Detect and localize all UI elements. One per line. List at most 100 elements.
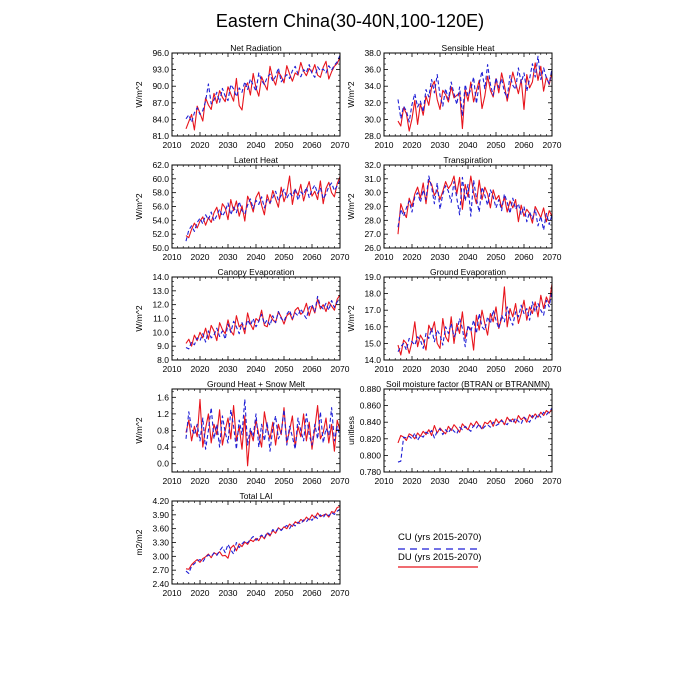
x-tick-label: 2020 <box>191 364 210 374</box>
series-line-du <box>397 408 552 444</box>
y-tick-label: 14.0 <box>364 355 381 365</box>
x-tick-label: 2070 <box>331 588 350 598</box>
y-tick-label: 54.0 <box>152 215 169 225</box>
x-tick-label: 2070 <box>331 364 350 374</box>
x-tick-label: 2050 <box>487 476 506 486</box>
series-line-du <box>397 175 552 235</box>
x-tick-label: 2040 <box>459 364 478 374</box>
y-tick-label: 16.0 <box>364 322 381 332</box>
chart-panel-0: 2010 2020 2030 2040 2050 2060 2070 81.0 84.0 87.0… <box>134 43 350 150</box>
y-axis-label: W/m^2 <box>346 81 356 107</box>
legend: CU (yrs 2015-2070) DU (yrs 2015-2070) <box>398 532 481 568</box>
y-tick-label: 30.0 <box>364 188 381 198</box>
x-tick-label: 2030 <box>219 588 238 598</box>
y-axis-label: m2/m2 <box>134 529 144 555</box>
y-tick-label: 3.90 <box>152 510 169 520</box>
x-tick-label: 2040 <box>247 252 266 262</box>
series-line-cu <box>185 398 340 452</box>
x-tick-label: 2030 <box>431 140 450 150</box>
y-tick-label: 93.0 <box>152 65 169 75</box>
x-tick-label: 2060 <box>303 476 322 486</box>
y-tick-label: 29.0 <box>364 202 381 212</box>
series-line-du <box>185 57 340 131</box>
legend-label-du: DU (yrs 2015-2070) <box>398 552 481 563</box>
x-tick-label: 2020 <box>191 476 210 486</box>
y-tick-label: 9.0 <box>157 341 169 351</box>
y-tick-label: 3.60 <box>152 524 169 534</box>
x-tick-label: 2010 <box>375 252 394 262</box>
y-tick-label: 14.0 <box>152 272 169 282</box>
x-tick-label: 2070 <box>543 476 562 486</box>
y-tick-label: 17.0 <box>364 305 381 315</box>
x-tick-label: 2020 <box>403 252 422 262</box>
x-tick-label: 2010 <box>375 364 394 374</box>
x-tick-label: 2020 <box>191 252 210 262</box>
y-tick-label: 87.0 <box>152 98 169 108</box>
x-tick-label: 2050 <box>275 476 294 486</box>
x-tick-label: 2050 <box>275 364 294 374</box>
y-tick-label: 32.0 <box>364 98 381 108</box>
y-tick-label: 3.00 <box>152 551 169 561</box>
x-tick-label: 2010 <box>163 140 182 150</box>
series-line-cu <box>397 290 552 352</box>
y-tick-label: 1.6 <box>157 392 169 402</box>
x-tick-label: 2070 <box>331 140 350 150</box>
x-tick-label: 2060 <box>303 140 322 150</box>
x-tick-label: 2050 <box>275 140 294 150</box>
panel-title: Canopy Evaporation <box>217 267 294 277</box>
x-tick-label: 2060 <box>515 476 534 486</box>
y-tick-label: 28.0 <box>364 131 381 141</box>
y-tick-label: 81.0 <box>152 131 169 141</box>
legend-label-cu: CU (yrs 2015-2070) <box>398 532 481 543</box>
x-tick-label: 2060 <box>303 364 322 374</box>
chart-panel-1: 2010 2020 2030 2040 2050 2060 2070 28.0 30.0 32.0… <box>346 43 562 150</box>
series-line-du <box>397 62 552 132</box>
x-tick-label: 2030 <box>219 252 238 262</box>
y-tick-label: 0.8 <box>157 426 169 436</box>
x-tick-label: 2010 <box>375 476 394 486</box>
x-tick-label: 2030 <box>431 364 450 374</box>
x-tick-label: 2070 <box>543 252 562 262</box>
y-tick-label: 26.0 <box>364 243 381 253</box>
chart-panel-6: 2010 2020 2030 2040 2050 2060 2070 0.0 0.4 0.8 1.2… <box>134 379 350 486</box>
y-tick-label: 0.0 <box>157 459 169 469</box>
x-tick-label: 2010 <box>163 588 182 598</box>
y-tick-label: 58.0 <box>152 188 169 198</box>
series-line-du <box>185 506 340 570</box>
panel-title: Soil moisture factor (BTRAN or BTRANMN) <box>386 379 550 389</box>
y-tick-label: 13.0 <box>152 286 169 296</box>
y-axis-label: W/m^2 <box>134 81 144 107</box>
y-tick-label: 30.0 <box>364 114 381 124</box>
x-tick-label: 2030 <box>219 476 238 486</box>
x-tick-label: 2030 <box>431 252 450 262</box>
panel-title: Transpiration <box>443 155 493 165</box>
panel-title: Sensible Heat <box>442 43 496 53</box>
x-tick-label: 2040 <box>459 252 478 262</box>
y-tick-label: 62.0 <box>152 160 169 170</box>
x-tick-label: 2060 <box>515 364 534 374</box>
y-tick-label: 8.0 <box>157 355 169 365</box>
chart-panel-8: 2010 2020 2030 2040 2050 2060 2070 2.40 2.70 3.00… <box>134 491 350 598</box>
chart-panel-4: 2010 2020 2030 2040 2050 2060 2070 8.0 9.0 10.0 11… <box>134 267 350 374</box>
y-axis-label: W/m^2 <box>134 193 144 219</box>
x-tick-label: 2040 <box>247 364 266 374</box>
chart-panel-3: 2010 2020 2030 2040 2050 2060 2070 26.0 27.0 28.0… <box>346 155 562 262</box>
x-tick-label: 2050 <box>275 588 294 598</box>
y-tick-label: 52.0 <box>152 229 169 239</box>
series-line-du <box>185 175 340 239</box>
chart-panel-7: 2010 2020 2030 2040 2050 2060 2070 0.780 0.800 0.… <box>346 379 562 486</box>
x-tick-label: 2060 <box>303 588 322 598</box>
panel-title: Total LAI <box>239 491 272 501</box>
y-tick-label: 0.840 <box>360 417 382 427</box>
x-tick-label: 2060 <box>515 140 534 150</box>
x-tick-label: 2040 <box>247 140 266 150</box>
x-tick-label: 2070 <box>331 252 350 262</box>
y-tick-label: 60.0 <box>152 174 169 184</box>
x-tick-label: 2050 <box>487 364 506 374</box>
panels: 2010 2020 2030 2040 2050 2060 2070 81.0 84.0 87.0… <box>134 43 562 598</box>
y-tick-label: 1.2 <box>157 409 169 419</box>
y-tick-label: 84.0 <box>152 114 169 124</box>
x-tick-label: 2070 <box>543 140 562 150</box>
x-tick-label: 2040 <box>459 476 478 486</box>
chart-panel-5: 2010 2020 2030 2040 2050 2060 2070 14.0 15.0 16.0… <box>346 267 562 374</box>
